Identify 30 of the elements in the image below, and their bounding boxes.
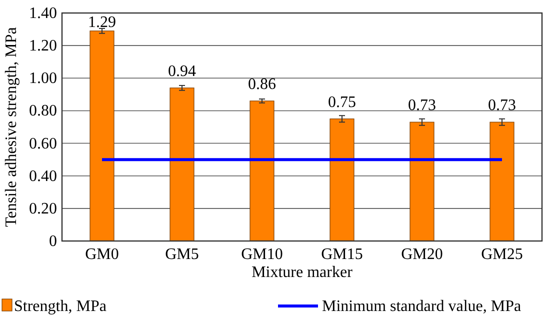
y-tick-label: 0 — [49, 233, 57, 250]
x-tick-label: GM15 — [321, 246, 363, 263]
x-tick-label: GM25 — [481, 246, 523, 263]
data-label: 0.86 — [248, 76, 276, 93]
y-tick-label: 1.40 — [29, 5, 57, 22]
data-label: 0.73 — [408, 97, 436, 114]
x-axis-title: Mixture marker — [252, 264, 354, 281]
data-label: 0.94 — [168, 62, 196, 80]
legend-label: Strength, MPa — [14, 298, 106, 315]
bar — [490, 122, 514, 242]
bar — [410, 122, 434, 242]
bar — [250, 100, 274, 242]
data-label: 0.73 — [488, 97, 516, 114]
y-axis-title: Tensile adhesive strength, MPa — [3, 27, 20, 227]
y-tick-label: 1.20 — [29, 38, 57, 55]
y-tick-label: 0.20 — [29, 200, 57, 218]
x-tick-label: GM10 — [241, 246, 283, 263]
data-label: 1.29 — [88, 14, 116, 31]
bar — [90, 30, 114, 242]
y-tick-label: 1.00 — [29, 70, 57, 88]
data-label: 0.75 — [328, 94, 356, 111]
bar — [170, 88, 194, 242]
legend-label: Minimum standard value, MPa — [322, 298, 522, 315]
y-tick-label: 0.40 — [29, 168, 57, 185]
x-tick-label: GM5 — [165, 246, 199, 263]
bar — [330, 118, 354, 242]
x-tick-label: GM20 — [401, 246, 443, 263]
y-tick-label: 0.80 — [29, 102, 57, 120]
y-tick-label: 0.60 — [29, 135, 57, 152]
x-tick-label: GM0 — [85, 246, 119, 263]
